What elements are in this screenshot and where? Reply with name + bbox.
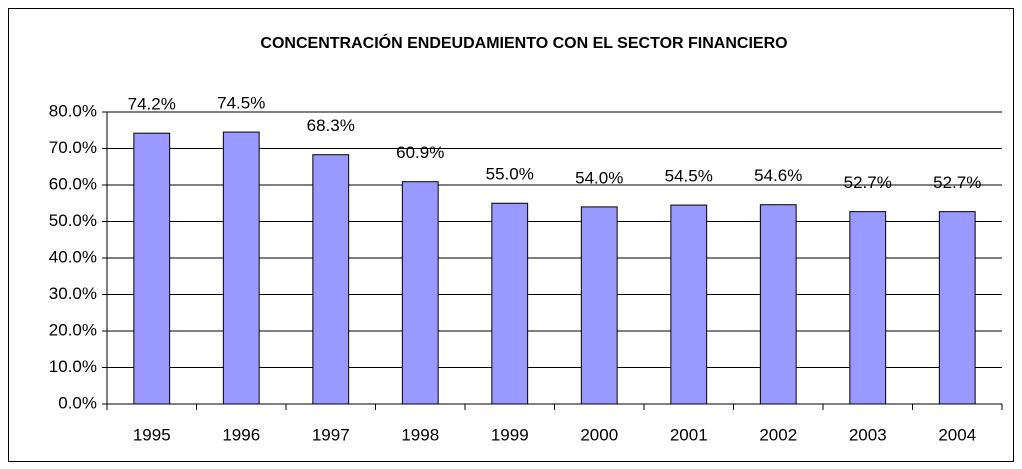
bar: [938, 211, 976, 405]
bar: [670, 204, 708, 405]
y-tick-label: 40.0%: [49, 247, 97, 266]
y-tick-label: 70.0%: [49, 138, 97, 157]
value-label: 74.5%: [217, 94, 265, 113]
x-tick-label: 2004: [938, 425, 976, 444]
value-label: 54.6%: [754, 166, 802, 185]
value-label: 74.2%: [128, 95, 176, 114]
x-tick-label: 1995: [133, 425, 171, 444]
y-tick-label: 0.0%: [58, 393, 97, 412]
value-label: 52.7%: [844, 173, 892, 192]
y-tick-label: 20.0%: [49, 320, 97, 339]
value-label: 68.3%: [307, 116, 355, 135]
x-tick-label: 2002: [759, 425, 797, 444]
x-tick-label: 1998: [401, 425, 439, 444]
x-tick-label: 2003: [849, 425, 887, 444]
y-tick-label: 30.0%: [49, 284, 97, 303]
y-tick-label: 50.0%: [49, 211, 97, 230]
value-label: 52.7%: [933, 173, 981, 192]
x-tick-label: 1997: [312, 425, 350, 444]
value-label: 60.9%: [396, 143, 444, 162]
x-tick-label: 2001: [670, 425, 708, 444]
chart-title: CONCENTRACIÓN ENDEUDAMIENTO CON EL SECTO…: [260, 33, 787, 52]
bar: [401, 181, 439, 405]
y-tick-label: 60.0%: [49, 174, 97, 193]
x-tick-label: 2000: [580, 425, 618, 444]
bar: [312, 154, 350, 405]
bar: [222, 131, 260, 405]
x-tick-label: 1996: [222, 425, 260, 444]
x-tick-label: 1999: [491, 425, 529, 444]
y-tick-label: 10.0%: [49, 357, 97, 376]
bar: [133, 132, 171, 405]
bar: [759, 204, 797, 405]
bar: [849, 211, 887, 405]
value-label: 54.0%: [575, 168, 623, 187]
value-label: 55.0%: [486, 165, 534, 184]
value-label: 54.5%: [665, 167, 713, 186]
bar: [580, 206, 618, 405]
bar: [491, 202, 529, 405]
y-tick-label: 80.0%: [49, 101, 97, 120]
